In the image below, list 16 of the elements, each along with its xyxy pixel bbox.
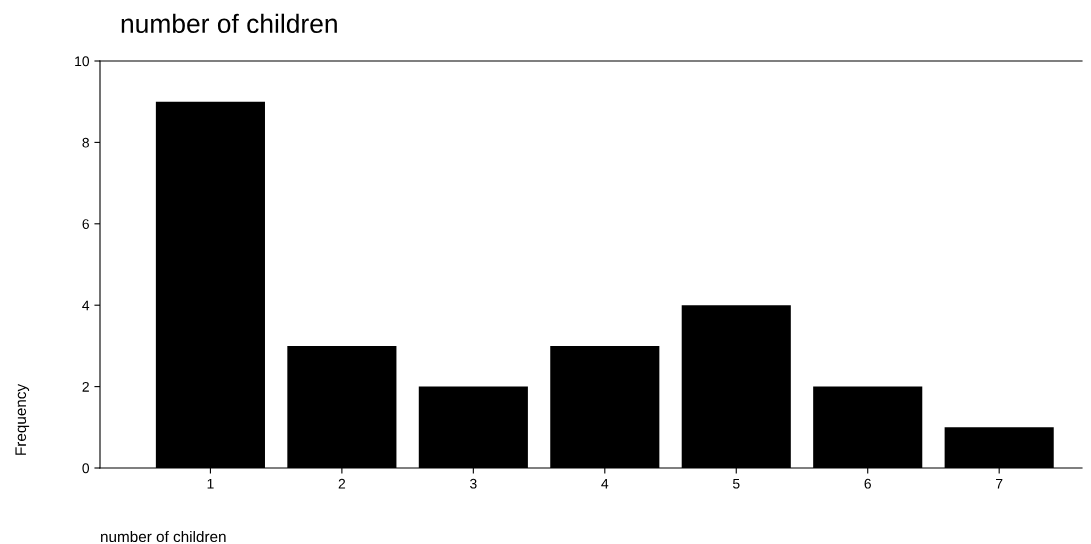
y-tick-label: 4 [82,300,90,311]
x-tick-label: 3 [470,478,477,489]
x-axis-title: number of children [101,530,226,543]
y-tick-label: 2 [82,381,89,392]
x-tick-label: 4 [601,478,609,489]
y-tick-label: 10 [75,56,90,67]
x-tick-label: 7 [996,478,1003,489]
x-tick-label: 2 [338,478,346,489]
y-tick-label: 6 [82,219,89,229]
x-tick-label: 6 [864,478,871,489]
chart-title: number of children [121,13,337,34]
y-axis-title: Frequency [15,383,30,455]
y-tick-label: 0 [82,463,90,474]
x-tick-label: 1 [207,478,214,489]
y-tick-label: 8 [82,137,89,148]
x-tick-label: 5 [732,478,740,489]
